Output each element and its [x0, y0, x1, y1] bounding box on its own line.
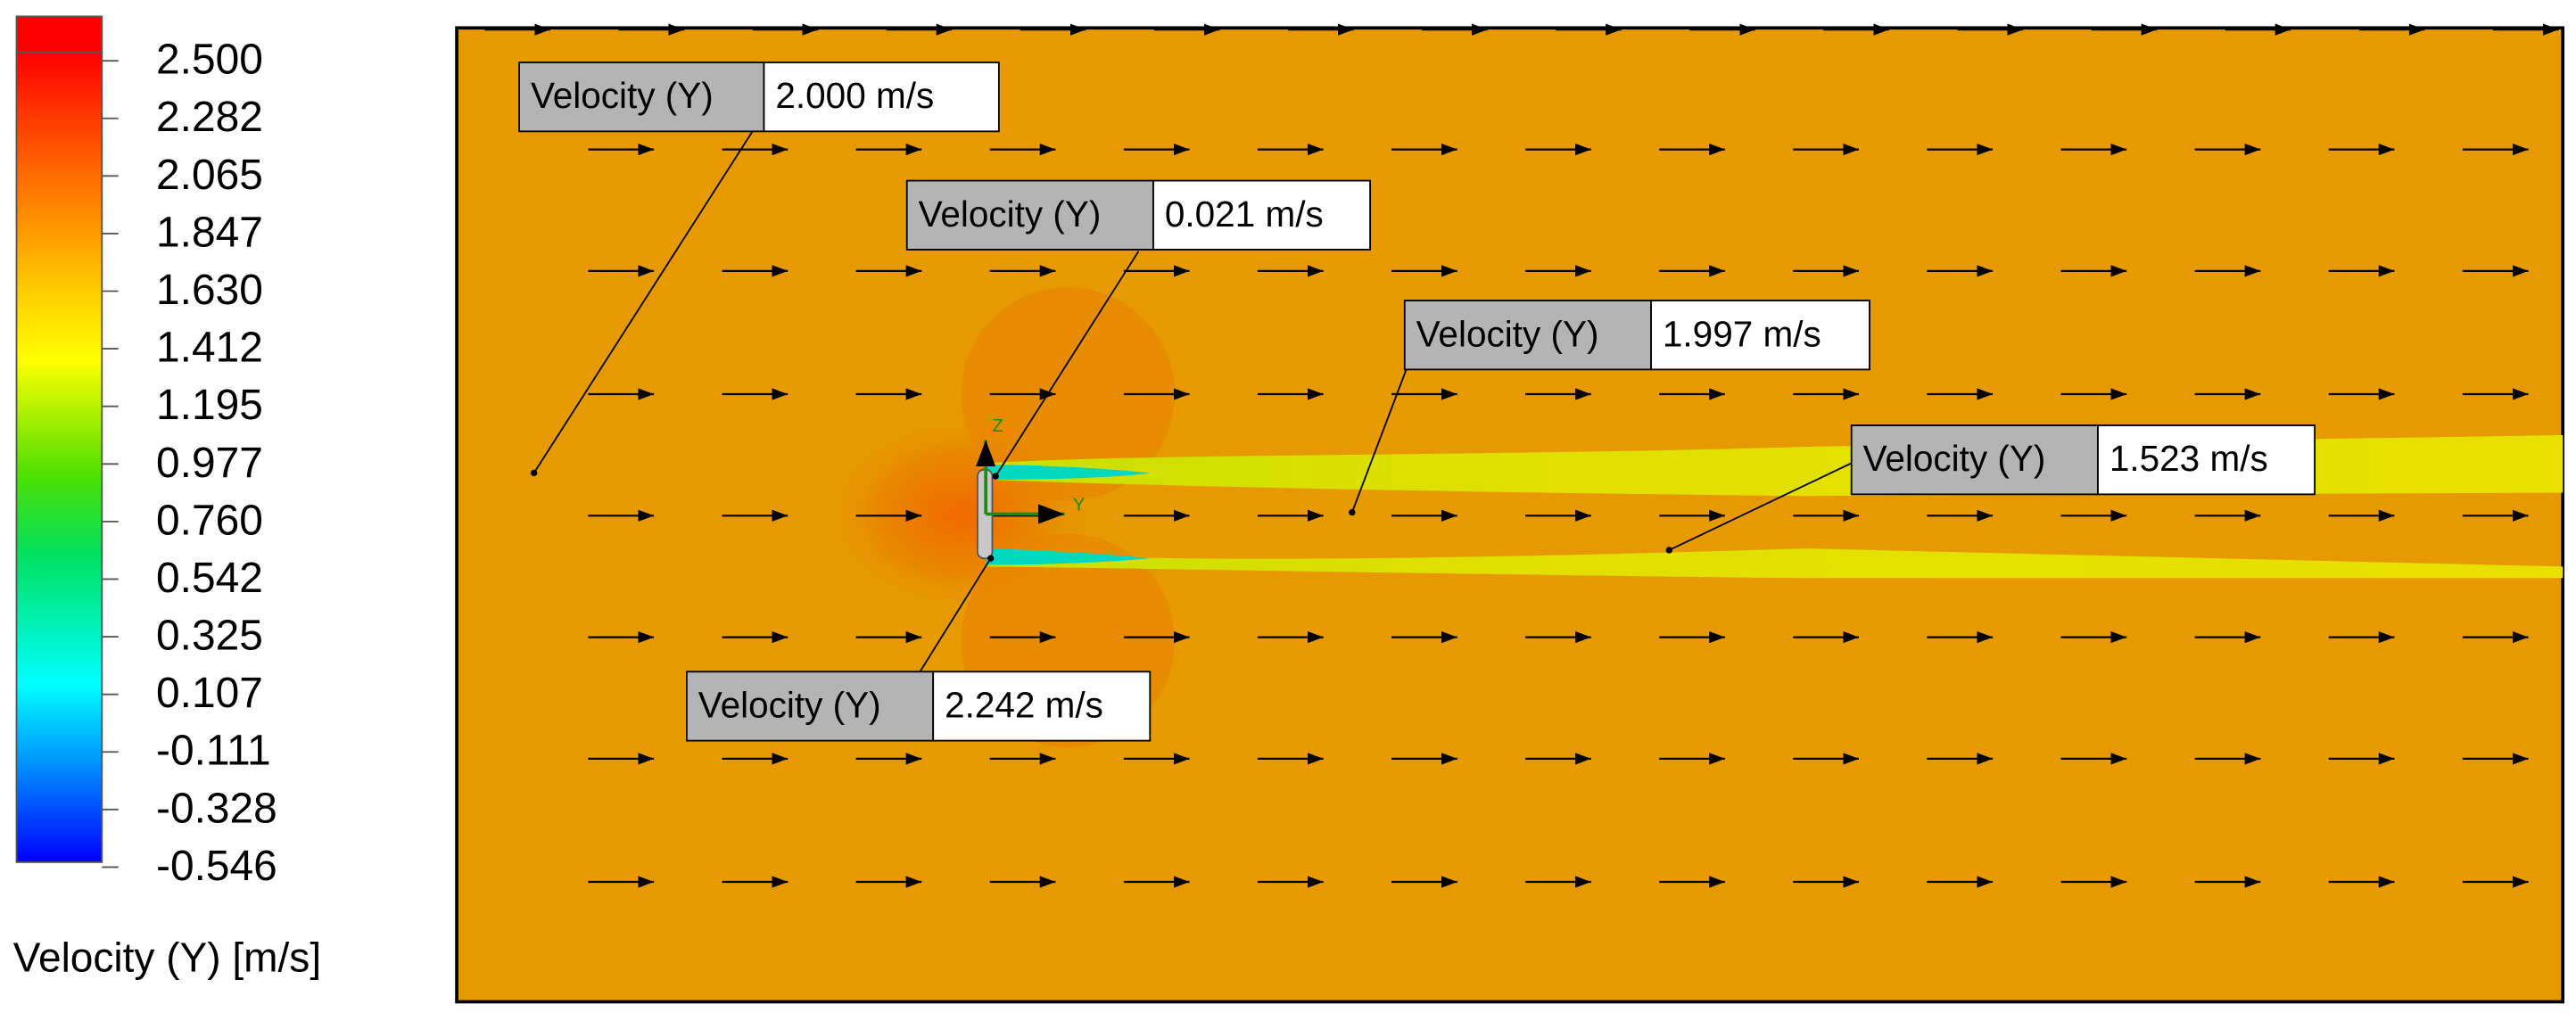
probe-label: Velocity (Y) [698, 684, 881, 725]
probe-point [1665, 547, 1672, 554]
colorbar-label: 0.977 [156, 440, 263, 487]
colorbar-cap [15, 15, 103, 54]
triad-label: Y [1073, 496, 1086, 515]
probe-label-box [905, 179, 1154, 251]
colorbar-label: 1.412 [156, 325, 263, 372]
colorbar-label: 1.847 [156, 209, 263, 256]
colorbar-label: 1.195 [156, 382, 263, 429]
shear-layer [986, 465, 1151, 480]
probe-leader [1350, 369, 1408, 513]
colorbar-label: 2.500 [156, 37, 263, 84]
probe-point [992, 473, 999, 480]
probe-label-box [1403, 300, 1652, 371]
probe-point [1349, 508, 1356, 516]
probe-label-box [686, 671, 935, 742]
legend-title: Velocity (Y) [m/s] [13, 935, 321, 981]
probe-leader [919, 557, 992, 672]
probe-value: 1.997 m/s [1663, 313, 1821, 354]
colorbar-label: -0.328 [156, 785, 277, 832]
probe-value-box [1650, 300, 1870, 371]
colorbar-label: 0.325 [156, 613, 263, 660]
probe-label: Velocity (Y) [531, 75, 714, 116]
probe-label: Velocity (Y) [919, 193, 1102, 235]
probe-value: 0.021 m/s [1165, 193, 1324, 235]
probe-value-box [932, 671, 1152, 742]
probe-point [530, 469, 538, 477]
colorbar-label: -0.111 [156, 728, 271, 775]
probe-value-box [763, 62, 1000, 133]
probe-value-box [2097, 424, 2316, 496]
probe-leader [1668, 462, 1853, 551]
probe-label: Velocity (Y) [1416, 313, 1599, 354]
colorbar [15, 52, 103, 863]
wake-lower [986, 548, 2564, 579]
triad-label: Z [992, 416, 1003, 436]
colorbar-label: 0.760 [156, 497, 263, 544]
probe-leader [533, 130, 754, 473]
probe-value: 1.523 m/s [2110, 438, 2268, 479]
probe-value-box [1152, 179, 1372, 251]
colorbar-label: 0.542 [156, 555, 263, 602]
colorbar-label: 0.107 [156, 670, 263, 717]
colorbar-label: 2.065 [156, 152, 263, 199]
colorbar-label: 2.282 [156, 94, 263, 141]
shear-layer [986, 548, 1151, 565]
probe-label: Velocity (Y) [1863, 438, 2046, 479]
probe-leader [995, 251, 1140, 477]
probe-value: 2.000 m/s [775, 75, 934, 116]
probe-point [987, 555, 995, 562]
probe-value: 2.242 m/s [945, 684, 1103, 725]
probe-label-box [518, 62, 765, 133]
probe-label-box [1850, 424, 2099, 496]
colorbar-label: 1.630 [156, 267, 263, 314]
colorbar-label: -0.546 [156, 843, 277, 890]
